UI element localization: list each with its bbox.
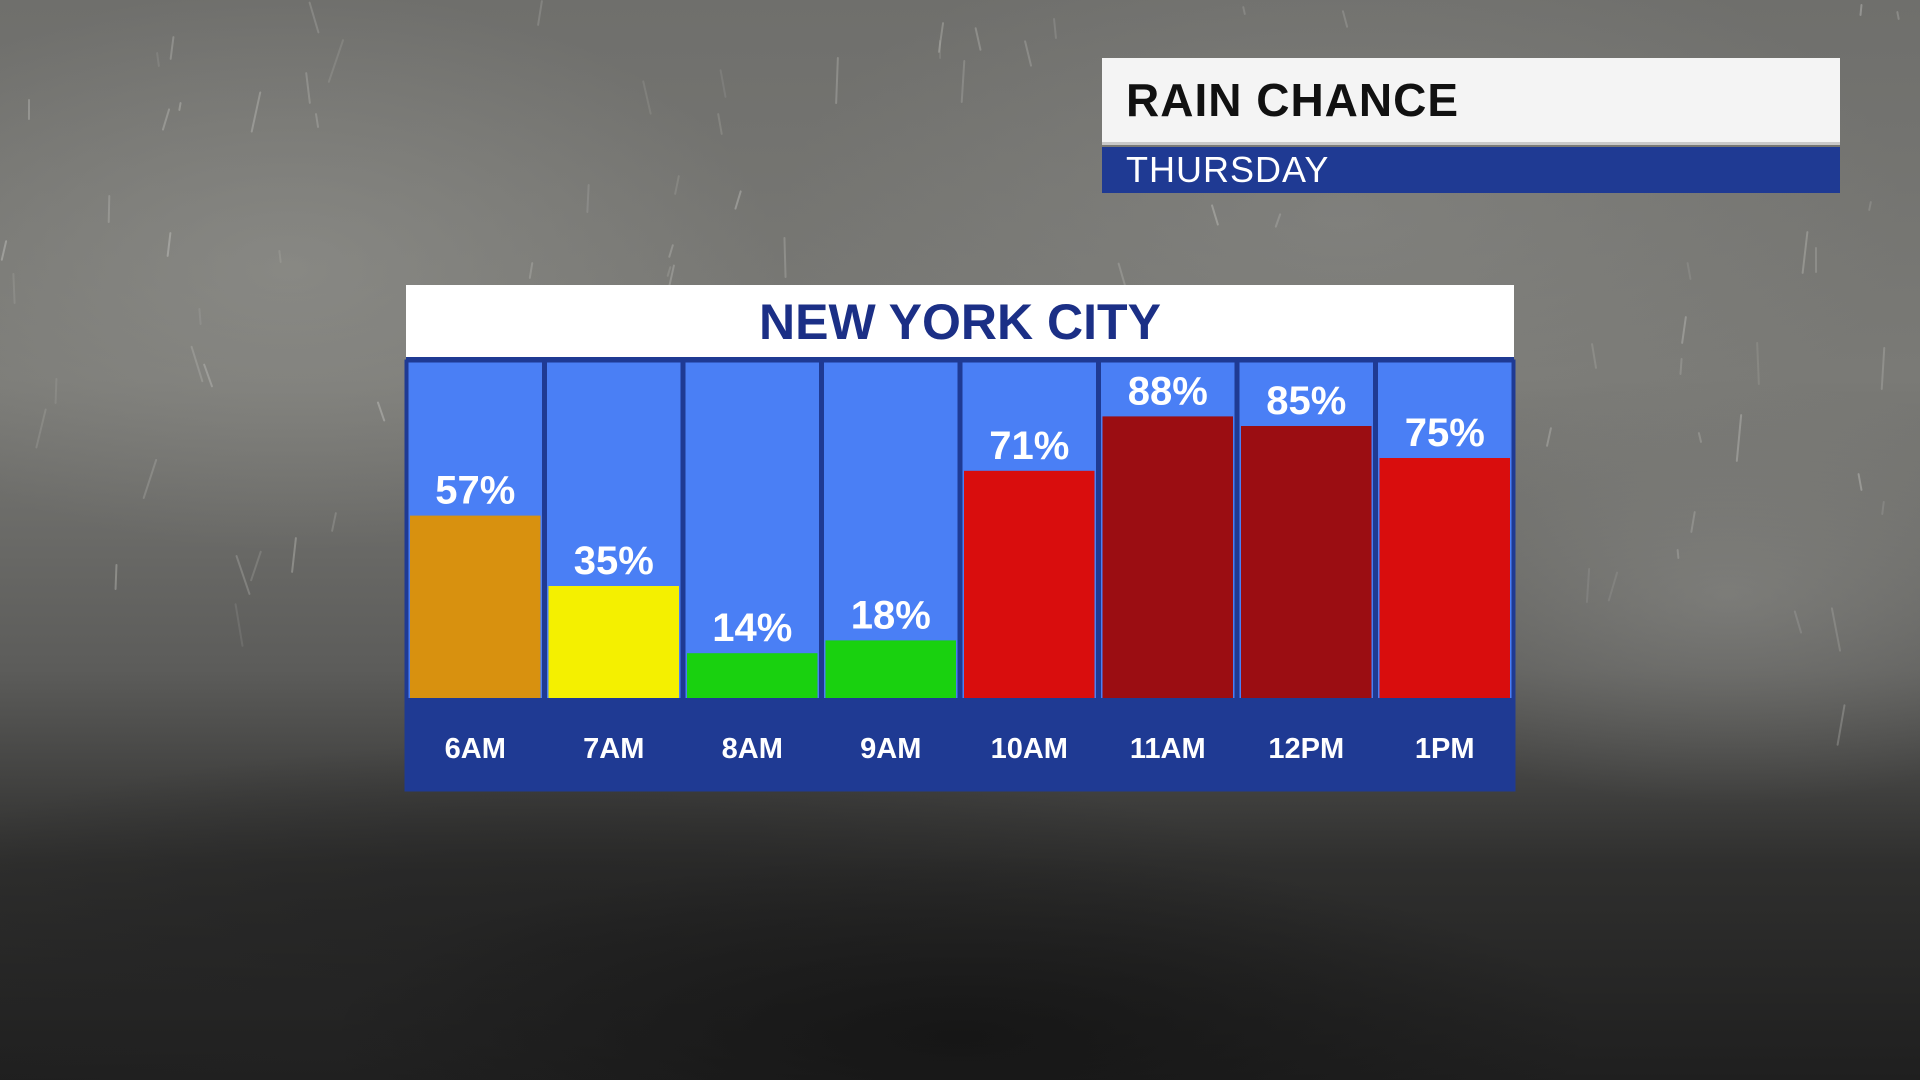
chart-bar (825, 640, 956, 698)
chart-bar (1241, 426, 1372, 698)
chart-bar (1102, 416, 1233, 698)
subtitle-banner: THURSDAY (1102, 147, 1840, 193)
bar-value-label: 88% (1128, 369, 1208, 413)
x-tick-label: 8AM (722, 733, 783, 765)
bar-value-label: 18% (851, 593, 931, 637)
chart-bar (1379, 458, 1510, 698)
bar-value-label: 75% (1405, 411, 1485, 455)
chart-bar (964, 470, 1095, 698)
chart-bar (548, 586, 679, 698)
bar-value-label: 85% (1266, 379, 1346, 423)
bar-value-label: 14% (712, 606, 792, 650)
x-tick-label: 7AM (583, 733, 644, 765)
category-band (962, 698, 1097, 790)
category-band (1100, 698, 1235, 790)
x-tick-label: 9AM (860, 733, 921, 765)
x-tick-label: 12PM (1268, 733, 1344, 765)
chart-bar (687, 653, 818, 698)
x-tick-label: 11AM (1130, 733, 1206, 765)
chart-header: NEW YORK CITY (406, 285, 1514, 361)
title-banner: RAIN CHANCE (1102, 58, 1840, 145)
category-band (823, 698, 958, 790)
category-band (1239, 698, 1374, 790)
category-band (546, 698, 681, 790)
category-band (1377, 698, 1512, 790)
bar-value-label: 35% (574, 539, 654, 583)
category-band (408, 698, 543, 790)
chart-title: NEW YORK CITY (759, 294, 1161, 350)
x-tick-label: 1PM (1415, 733, 1475, 765)
page-title: RAIN CHANCE (1126, 74, 1459, 126)
category-band (685, 698, 820, 790)
bar-value-label: 71% (989, 424, 1069, 468)
bar-value-label: 57% (435, 469, 515, 513)
chart-bar (410, 515, 541, 698)
x-tick-label: 10AM (991, 733, 1068, 765)
page-subtitle: THURSDAY (1126, 149, 1330, 190)
chart-frame (404, 359, 1516, 792)
x-tick-label: 6AM (445, 733, 506, 765)
